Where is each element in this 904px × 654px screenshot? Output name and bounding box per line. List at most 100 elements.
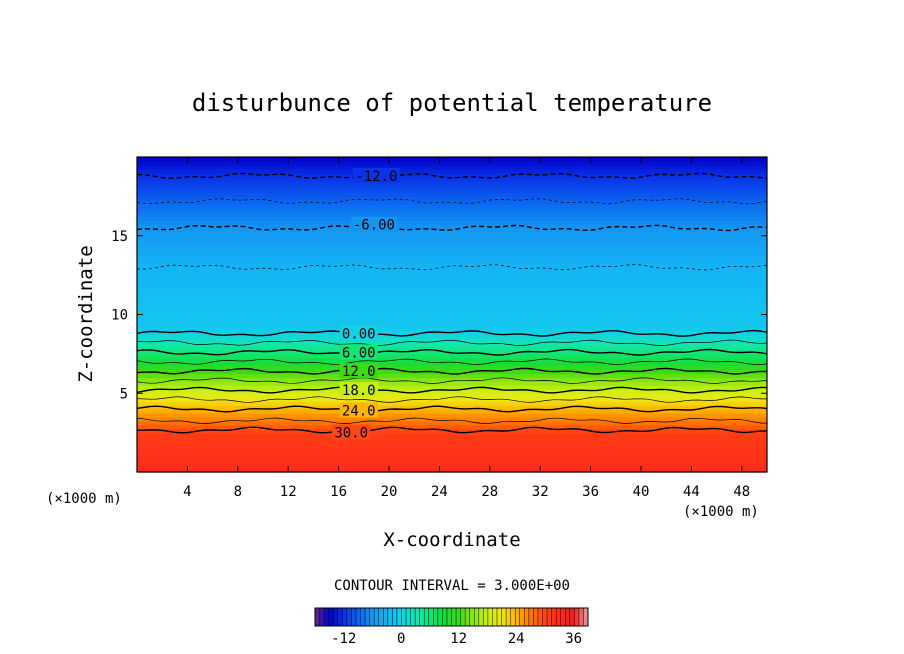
colorbar-cell xyxy=(515,608,521,626)
x-tick-label: 28 xyxy=(481,484,498,500)
colorbar-cell xyxy=(406,608,411,626)
colorbar-cell xyxy=(378,608,384,626)
field-band xyxy=(137,200,767,205)
contour-line xyxy=(136,377,768,384)
colorbar: -12 0 12 24 36 xyxy=(314,607,589,647)
field-band xyxy=(137,456,767,461)
colorbar-cell xyxy=(342,608,348,626)
contour-label-bg xyxy=(339,402,378,418)
field-band xyxy=(137,326,767,331)
field-band xyxy=(137,346,767,351)
x-tick-label: 44 xyxy=(683,484,700,500)
field-band xyxy=(137,448,767,453)
field-band xyxy=(137,279,767,284)
colorbar-cell xyxy=(583,608,589,626)
contour-label-bg xyxy=(339,363,378,379)
y-tick-label: 15 xyxy=(111,229,128,245)
colorbar-cell xyxy=(346,608,352,626)
field-band xyxy=(137,412,767,418)
contour-label-bg xyxy=(339,325,378,341)
colorbar-cell xyxy=(419,608,425,626)
field-band xyxy=(137,220,767,225)
field-band xyxy=(137,468,767,473)
contour-label: -12.0 xyxy=(355,169,397,185)
field-band xyxy=(137,460,767,465)
contour-label-bg xyxy=(339,344,378,360)
colorbar-cell xyxy=(474,608,480,626)
contour-label-bg xyxy=(339,382,378,398)
colorbar-cell xyxy=(551,608,557,626)
colorbar-cell xyxy=(456,608,461,626)
x-tick-label: 4 xyxy=(183,484,191,500)
field-band xyxy=(137,302,767,308)
x-tick-label: 12 xyxy=(280,484,297,500)
colorbar-cell xyxy=(355,608,361,626)
colorbar-cell xyxy=(387,608,393,626)
colorbar-cell xyxy=(510,608,516,626)
field-band xyxy=(137,286,767,292)
contour-line xyxy=(137,172,768,180)
field-band xyxy=(137,160,767,166)
colorbar-cell xyxy=(337,608,343,626)
colorbar-cell xyxy=(328,608,334,626)
contour-interval-label: CONTOUR INTERVAL = 3.000E+00 xyxy=(334,578,570,594)
field-band xyxy=(137,294,767,300)
x-axis-title: X-coordinate xyxy=(383,529,520,551)
field-band xyxy=(137,452,767,457)
colorbar-cell xyxy=(547,608,552,626)
chart-title: disturbunce of potential temperature xyxy=(192,89,712,117)
contour-label: 30.0 xyxy=(334,426,368,442)
colorbar-tick-label: 12 xyxy=(450,631,467,647)
field-band xyxy=(137,314,767,320)
field-band xyxy=(137,377,767,383)
colorbar-cell xyxy=(410,608,416,626)
colorbar-tick-label: -12 xyxy=(331,631,356,647)
colorbar-frame xyxy=(314,607,589,627)
field-band xyxy=(137,389,767,394)
field-band xyxy=(137,267,767,272)
field-band xyxy=(137,196,767,201)
contour-label-bg xyxy=(352,167,400,183)
field-band xyxy=(137,357,767,363)
contour-line xyxy=(137,426,768,434)
field-band xyxy=(137,409,767,414)
colorbar-tick-label: 36 xyxy=(565,631,582,647)
field-band xyxy=(137,342,767,347)
colorbar-cell xyxy=(465,608,471,626)
y-tick-label: 5 xyxy=(120,386,128,402)
field-band xyxy=(137,192,767,197)
contour-line xyxy=(136,367,767,375)
colorbar-cell xyxy=(565,608,571,626)
field-band xyxy=(137,381,767,386)
field-band xyxy=(137,440,767,446)
field-band xyxy=(137,444,767,449)
colorbar-cell xyxy=(424,608,430,626)
y-tick-label: 10 xyxy=(111,308,128,324)
field-band xyxy=(137,334,767,339)
contour-line xyxy=(136,224,768,232)
contour-line xyxy=(136,339,768,346)
contour-label: 6.00 xyxy=(342,345,376,361)
field-band xyxy=(137,251,767,257)
colorbar-cell xyxy=(542,608,548,626)
x-tick-label: 36 xyxy=(582,484,599,500)
field-band xyxy=(137,176,767,182)
x-tick-label: 24 xyxy=(431,484,448,500)
field-band xyxy=(137,223,767,229)
colorbar-cell xyxy=(524,608,530,626)
field-band xyxy=(137,298,767,304)
colorbar-cell xyxy=(437,608,443,626)
colorbar-cell xyxy=(319,608,325,626)
field-band xyxy=(137,216,767,221)
field-band xyxy=(137,259,767,264)
x-tick-label: 40 xyxy=(633,484,650,500)
x-tick-label: 32 xyxy=(532,484,549,500)
x-unit-label-right: (×1000 m) xyxy=(683,504,759,520)
colorbar-cell xyxy=(351,608,357,626)
field-band xyxy=(137,393,767,398)
colorbar-cell xyxy=(560,608,566,626)
contour-label: -6.00 xyxy=(353,218,395,234)
field-band xyxy=(137,369,767,375)
field-band xyxy=(137,275,767,280)
x-tick-label: 20 xyxy=(381,484,398,500)
